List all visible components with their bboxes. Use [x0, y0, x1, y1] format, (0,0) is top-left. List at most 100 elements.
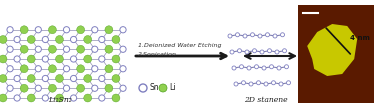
Circle shape — [20, 45, 28, 53]
Circle shape — [237, 49, 242, 53]
Circle shape — [77, 65, 85, 73]
Text: Sn: Sn — [149, 84, 159, 93]
Circle shape — [120, 46, 126, 52]
FancyBboxPatch shape — [298, 5, 374, 103]
Circle shape — [35, 66, 42, 72]
Circle shape — [14, 95, 20, 101]
Text: Li: Li — [169, 84, 175, 93]
Text: 4 nm: 4 nm — [350, 35, 370, 41]
Circle shape — [91, 66, 98, 72]
Circle shape — [139, 84, 147, 92]
Circle shape — [270, 65, 274, 69]
Circle shape — [280, 33, 285, 37]
Circle shape — [27, 36, 35, 43]
Circle shape — [264, 82, 268, 86]
Circle shape — [14, 56, 20, 62]
Circle shape — [99, 75, 105, 82]
Circle shape — [287, 81, 291, 85]
Circle shape — [14, 36, 20, 43]
Circle shape — [0, 94, 7, 102]
Circle shape — [20, 84, 28, 92]
Circle shape — [112, 36, 120, 43]
Circle shape — [265, 33, 270, 37]
Circle shape — [234, 82, 238, 86]
Circle shape — [35, 46, 42, 52]
Text: 1.Deionized Water Etching: 1.Deionized Water Etching — [138, 43, 222, 49]
Circle shape — [14, 75, 20, 82]
Circle shape — [273, 34, 277, 38]
Circle shape — [48, 26, 56, 34]
Circle shape — [7, 46, 13, 52]
Circle shape — [105, 84, 113, 92]
Circle shape — [271, 81, 276, 85]
Circle shape — [0, 36, 7, 43]
Circle shape — [7, 66, 13, 72]
Circle shape — [48, 84, 56, 92]
Circle shape — [232, 66, 236, 70]
Circle shape — [42, 56, 48, 62]
Polygon shape — [307, 24, 357, 76]
Circle shape — [262, 66, 266, 70]
Circle shape — [243, 34, 247, 38]
Circle shape — [240, 65, 243, 69]
Circle shape — [235, 33, 240, 37]
Circle shape — [64, 27, 70, 33]
Circle shape — [105, 65, 113, 73]
Circle shape — [112, 75, 120, 82]
Circle shape — [105, 45, 113, 53]
Circle shape — [0, 55, 7, 63]
Circle shape — [27, 75, 35, 82]
Circle shape — [260, 50, 264, 54]
Circle shape — [120, 85, 126, 91]
Circle shape — [84, 94, 91, 102]
Circle shape — [254, 65, 259, 69]
Circle shape — [20, 65, 28, 73]
Circle shape — [20, 26, 28, 34]
Text: Li₂Sn₂: Li₂Sn₂ — [48, 96, 72, 104]
Circle shape — [112, 55, 120, 63]
Circle shape — [70, 75, 77, 82]
Circle shape — [70, 36, 77, 43]
Circle shape — [35, 27, 42, 33]
Circle shape — [279, 82, 283, 86]
Circle shape — [251, 33, 254, 37]
Circle shape — [64, 85, 70, 91]
Circle shape — [48, 45, 56, 53]
Circle shape — [245, 50, 249, 54]
Text: 2.Sonication: 2.Sonication — [138, 52, 177, 56]
Circle shape — [56, 94, 64, 102]
Circle shape — [70, 95, 77, 101]
Circle shape — [282, 49, 287, 53]
Circle shape — [120, 27, 126, 33]
Circle shape — [257, 81, 260, 85]
Circle shape — [275, 50, 279, 54]
Circle shape — [91, 46, 98, 52]
Circle shape — [56, 75, 64, 82]
Circle shape — [64, 46, 70, 52]
Circle shape — [105, 26, 113, 34]
Circle shape — [27, 94, 35, 102]
Text: 2D stanene: 2D stanene — [244, 96, 288, 104]
Circle shape — [77, 26, 85, 34]
Circle shape — [84, 55, 91, 63]
Circle shape — [247, 66, 251, 70]
Circle shape — [27, 55, 35, 63]
Circle shape — [258, 34, 262, 38]
Circle shape — [42, 36, 48, 43]
Circle shape — [77, 84, 85, 92]
Circle shape — [99, 95, 105, 101]
Circle shape — [99, 56, 105, 62]
Circle shape — [277, 66, 281, 70]
Circle shape — [0, 75, 7, 82]
Circle shape — [48, 65, 56, 73]
Circle shape — [56, 55, 64, 63]
Circle shape — [7, 85, 13, 91]
Circle shape — [84, 75, 91, 82]
Circle shape — [112, 94, 120, 102]
Circle shape — [91, 85, 98, 91]
Circle shape — [249, 82, 253, 86]
Circle shape — [64, 66, 70, 72]
Circle shape — [228, 34, 232, 38]
Circle shape — [7, 27, 13, 33]
Circle shape — [35, 85, 42, 91]
